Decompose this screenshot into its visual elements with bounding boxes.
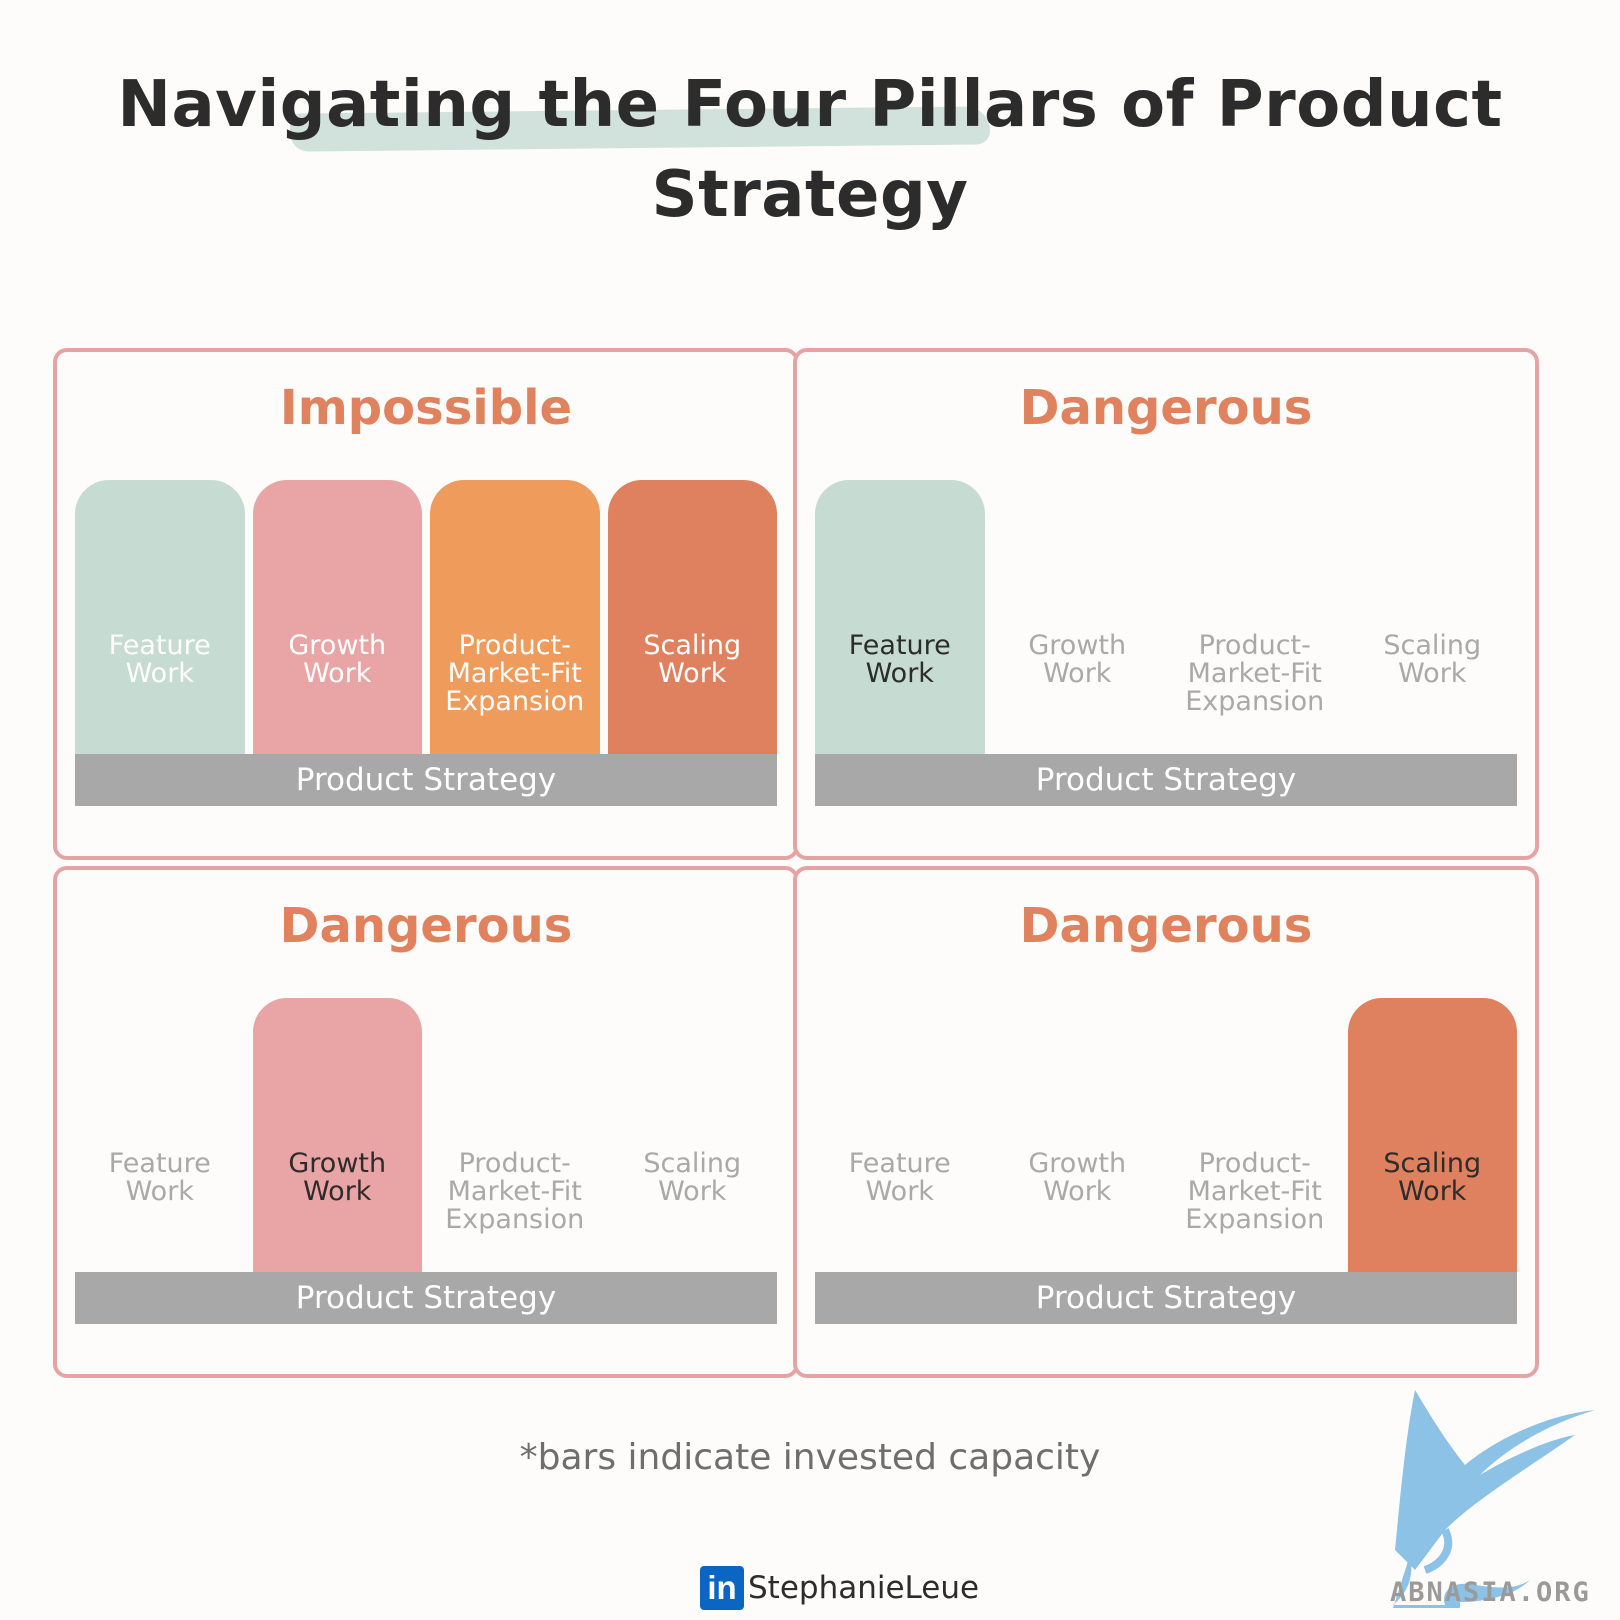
product-strategy-base: Product Strategy: [75, 1272, 777, 1324]
scaling-work-label: Scaling Work: [1347, 632, 1517, 688]
label-line: Feature: [848, 630, 951, 661]
label-line: Scaling: [1383, 1148, 1482, 1179]
pmf-expansion-label: Product- Market-Fit Expansion: [1170, 632, 1340, 716]
panel-4: Dangerous Feature Work Growth Work Product- Ma…: [793, 866, 1539, 1378]
pmf-expansion-bar: [430, 480, 600, 754]
label-line: Work: [1043, 658, 1112, 689]
label-line: Work: [1398, 1176, 1467, 1207]
panel-2: Dangerous Feature Work Growth Work Product- Ma…: [793, 348, 1539, 860]
scaling-work-bar: [607, 480, 777, 754]
feature-work-label: Feature Work: [75, 1150, 245, 1206]
panel-title: Dangerous: [1019, 380, 1313, 436]
label-line: Expansion: [1185, 1204, 1325, 1235]
feature-work-label: Feature Work: [815, 1150, 985, 1206]
label-line: Scaling: [1383, 630, 1482, 661]
panel-title: Dangerous: [1019, 898, 1313, 954]
label-line: Scaling: [643, 630, 742, 661]
author-name: StephanieLeue: [748, 1570, 980, 1606]
label-line: Work: [658, 1176, 727, 1207]
label-line: Product-: [458, 630, 571, 661]
label-line: Expansion: [445, 1204, 585, 1235]
label-line: Work: [303, 658, 372, 689]
label-line: Feature: [108, 630, 211, 661]
page-title: Navigating the Four Pillars of Product S…: [117, 68, 1503, 232]
scaling-work-label: Scaling Work: [1347, 1150, 1517, 1206]
panel-title: Impossible: [279, 380, 573, 436]
label-line: Expansion: [445, 686, 585, 717]
pmf-expansion-label: Product- Market-Fit Expansion: [430, 1150, 600, 1234]
label-line: Work: [125, 658, 194, 689]
label-line: Growth: [1028, 630, 1127, 661]
label-line: Market-Fit: [1187, 1176, 1322, 1207]
label-line: Feature: [848, 1148, 951, 1179]
panel-3: Dangerous Feature Work Growth Work Product- Ma…: [53, 866, 799, 1378]
label-line: Product-: [1198, 630, 1311, 661]
panel-1: Impossible Feature Work Growth Work Product- M…: [53, 348, 799, 860]
feature-work-label: Feature Work: [815, 632, 985, 688]
author-credit[interactable]: in StephanieLeue: [700, 1566, 979, 1610]
label-line: Work: [658, 658, 727, 689]
label-line: Product-: [1198, 1148, 1311, 1179]
pmf-expansion-label: Product- Market-Fit Expansion: [430, 632, 600, 716]
label-line: Work: [125, 1176, 194, 1207]
label-line: Work: [1043, 1176, 1112, 1207]
linkedin-icon: in: [700, 1566, 744, 1610]
growth-work-label: Growth Work: [252, 1150, 422, 1206]
scaling-work-label: Scaling Work: [607, 632, 777, 688]
griffin-logo-icon: [1393, 1390, 1595, 1608]
panel-title: Dangerous: [279, 898, 573, 954]
label-line: Work: [865, 658, 934, 689]
label-line: Product-: [458, 1148, 571, 1179]
label-line: Scaling: [643, 1148, 742, 1179]
label-line: Growth: [1028, 1148, 1127, 1179]
label-line: Expansion: [1185, 686, 1325, 717]
label-line: Market-Fit: [447, 1176, 582, 1207]
feature-work-bar: [815, 480, 985, 754]
product-strategy-base: Product Strategy: [815, 1272, 1517, 1324]
label-line: Work: [1398, 658, 1467, 689]
label-line: Feature: [108, 1148, 211, 1179]
feature-work-label: Feature Work: [75, 632, 245, 688]
label-line: Market-Fit: [1187, 658, 1322, 689]
growth-work-label: Growth Work: [252, 632, 422, 688]
pmf-expansion-label: Product- Market-Fit Expansion: [1170, 1150, 1340, 1234]
label-line: Work: [865, 1176, 934, 1207]
growth-work-bar: [252, 480, 422, 754]
footnote: *bars indicate invested capacity: [519, 1437, 1101, 1478]
scaling-work-label: Scaling Work: [607, 1150, 777, 1206]
product-strategy-base: Product Strategy: [815, 754, 1517, 806]
product-strategy-base: Product Strategy: [75, 754, 777, 806]
growth-work-label: Growth Work: [992, 1150, 1162, 1206]
growth-work-bar: [252, 998, 422, 1272]
label-line: Work: [303, 1176, 372, 1207]
label-line: Growth: [288, 1148, 387, 1179]
scaling-work-bar: [1347, 998, 1517, 1272]
growth-work-label: Growth Work: [992, 632, 1162, 688]
label-line: Market-Fit: [447, 658, 582, 689]
label-line: Growth: [288, 630, 387, 661]
watermark-text: ABNASIA.ORG: [1390, 1577, 1591, 1608]
feature-work-bar: [75, 480, 245, 754]
title-area: Navigating the Four Pillars of Product S…: [0, 60, 1620, 232]
